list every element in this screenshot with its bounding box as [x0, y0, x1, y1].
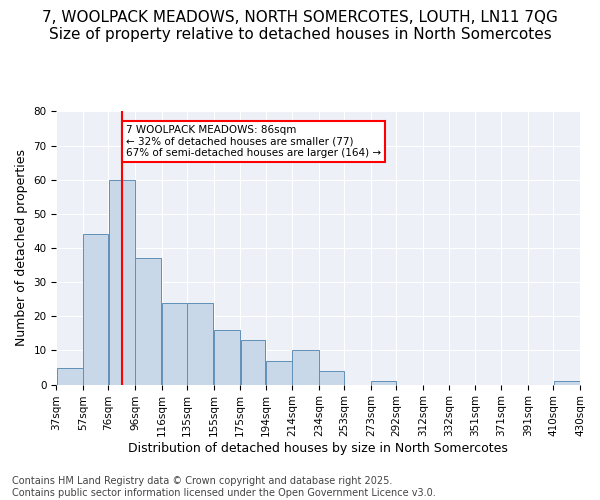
X-axis label: Distribution of detached houses by size in North Somercotes: Distribution of detached houses by size … — [128, 442, 508, 455]
Bar — [319, 371, 344, 384]
Text: 7 WOOLPACK MEADOWS: 86sqm
← 32% of detached houses are smaller (77)
67% of semi-: 7 WOOLPACK MEADOWS: 86sqm ← 32% of detac… — [125, 125, 381, 158]
Bar — [266, 360, 292, 384]
Bar — [162, 302, 187, 384]
Bar — [241, 340, 265, 384]
Bar — [187, 302, 214, 384]
Y-axis label: Number of detached properties: Number of detached properties — [15, 150, 28, 346]
Text: Contains HM Land Registry data © Crown copyright and database right 2025.
Contai: Contains HM Land Registry data © Crown c… — [12, 476, 436, 498]
Bar — [56, 368, 83, 384]
Bar — [135, 258, 161, 384]
Bar — [292, 350, 319, 384]
Bar — [371, 381, 396, 384]
Bar — [554, 381, 580, 384]
Bar — [214, 330, 240, 384]
Text: 7, WOOLPACK MEADOWS, NORTH SOMERCOTES, LOUTH, LN11 7QG
Size of property relative: 7, WOOLPACK MEADOWS, NORTH SOMERCOTES, L… — [42, 10, 558, 42]
Bar — [83, 234, 108, 384]
Bar — [109, 180, 135, 384]
